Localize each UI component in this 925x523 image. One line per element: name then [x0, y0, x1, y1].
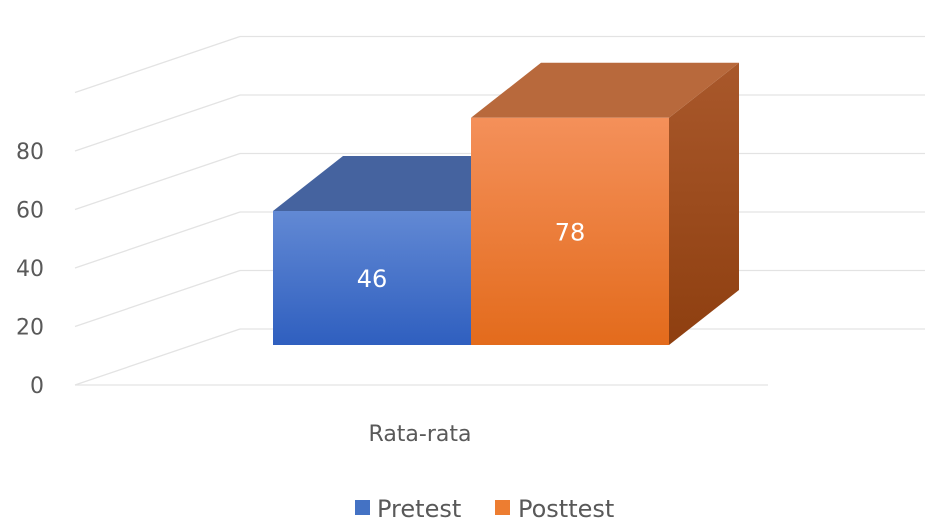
data-label-pretest: 46 [357, 265, 388, 293]
bar-pretest [273, 211, 471, 345]
y-tick-label: 80 [16, 140, 44, 165]
legend-item-posttest: Posttest [495, 495, 614, 523]
data-label-posttest: 78 [555, 218, 586, 246]
bar-top-posttest [471, 62, 739, 118]
gridline-diagonal [74, 269, 241, 328]
legend-label-posttest: Posttest [518, 495, 614, 523]
y-tick-label: 40 [16, 257, 44, 282]
gridline-diagonal [74, 35, 241, 94]
y-tick-label: 0 [30, 374, 44, 399]
legend: Pretest Posttest [355, 495, 614, 523]
legend-item-pretest: Pretest [355, 495, 461, 523]
y-tick-label: 20 [16, 316, 44, 341]
legend-swatch-posttest [495, 500, 510, 515]
gridline-diagonal [74, 152, 241, 211]
y-axis-ticks: 0 20 40 60 80 [16, 140, 44, 399]
gridline-diagonal [74, 328, 241, 386]
category-label: Rata-rata [369, 422, 472, 447]
bar-posttest [471, 117, 669, 345]
legend-swatch-pretest [355, 500, 370, 515]
legend-label-pretest: Pretest [377, 495, 461, 523]
bars [273, 62, 739, 346]
data-labels: 46 78 [357, 218, 586, 293]
y-tick-label: 60 [16, 199, 44, 224]
gridline-diagonal [74, 211, 241, 269]
bar-side-posttest [669, 62, 739, 346]
gridline-diagonal [74, 94, 241, 152]
